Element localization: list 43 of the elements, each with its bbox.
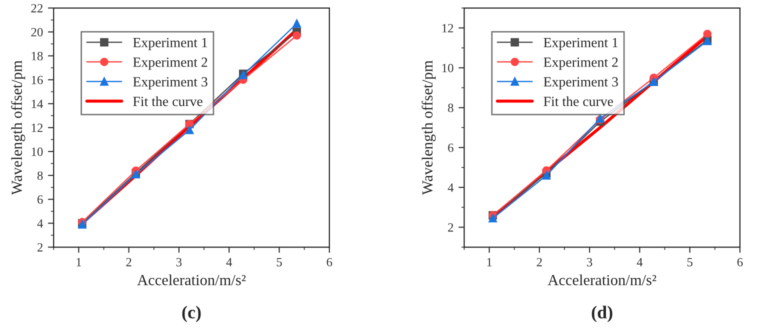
x-tick-label: 6: [326, 258, 332, 266]
legend-label: Experiment 2: [133, 58, 208, 70]
y-tick-label: 12: [32, 124, 43, 132]
y-tick-label: 4: [448, 183, 454, 192]
y-tick-label: 8: [448, 104, 454, 112]
y-tick-label: 10: [32, 148, 43, 156]
x-tick-label: 2: [536, 258, 542, 266]
legend-label: Experiment 2: [544, 58, 618, 70]
y-tick-label: 20: [31, 28, 43, 36]
text: (c): [182, 306, 201, 322]
y-axis-title: Wavelength offset/pm: [422, 60, 436, 195]
y-tick-label: 16: [32, 76, 43, 84]
x-tick-label: 3: [587, 258, 592, 266]
y-tick-label: 4: [37, 219, 44, 228]
legend-label: Experiment 3: [133, 77, 208, 90]
x-tick-label: 4: [636, 258, 643, 266]
x-axis-title: Acceleration/m/s²: [137, 274, 246, 286]
x-axis-title: Acceleration/m/s²: [548, 274, 656, 286]
x-tick-label: 6: [737, 258, 743, 266]
y-tick-label: 18: [32, 52, 43, 60]
y-tick-label: 6: [37, 195, 43, 204]
y-tick-label: 8: [37, 171, 43, 180]
x-tick-label: 1: [487, 258, 492, 266]
legend-label: Fit the curve: [133, 96, 202, 106]
x-tick-label: 3: [176, 258, 182, 266]
legend-label: Experiment 1: [544, 38, 618, 50]
x-tick-label: 1: [76, 258, 82, 266]
y-tick-label: 12: [442, 24, 454, 32]
legend-label: Fit the curve: [544, 96, 613, 106]
text: (d): [592, 306, 612, 322]
y-tick-label: 6: [448, 144, 454, 152]
x-tick-label: 2: [126, 258, 132, 266]
x-tick-label: 4: [226, 258, 232, 266]
legend-label: Experiment 1: [133, 38, 208, 50]
legend-label: Experiment 3: [544, 77, 618, 90]
y-axis-title: Wavelength offset/pm: [11, 60, 26, 195]
x-tick-label: 5: [687, 258, 692, 266]
y-tick-label: 10: [442, 64, 454, 72]
y-tick-label: 2: [448, 223, 454, 232]
x-tick-label: 5: [276, 258, 282, 266]
y-tick-label: 2: [38, 243, 43, 252]
y-tick-label: 22: [31, 4, 43, 12]
y-tick-label: 14: [32, 100, 44, 108]
